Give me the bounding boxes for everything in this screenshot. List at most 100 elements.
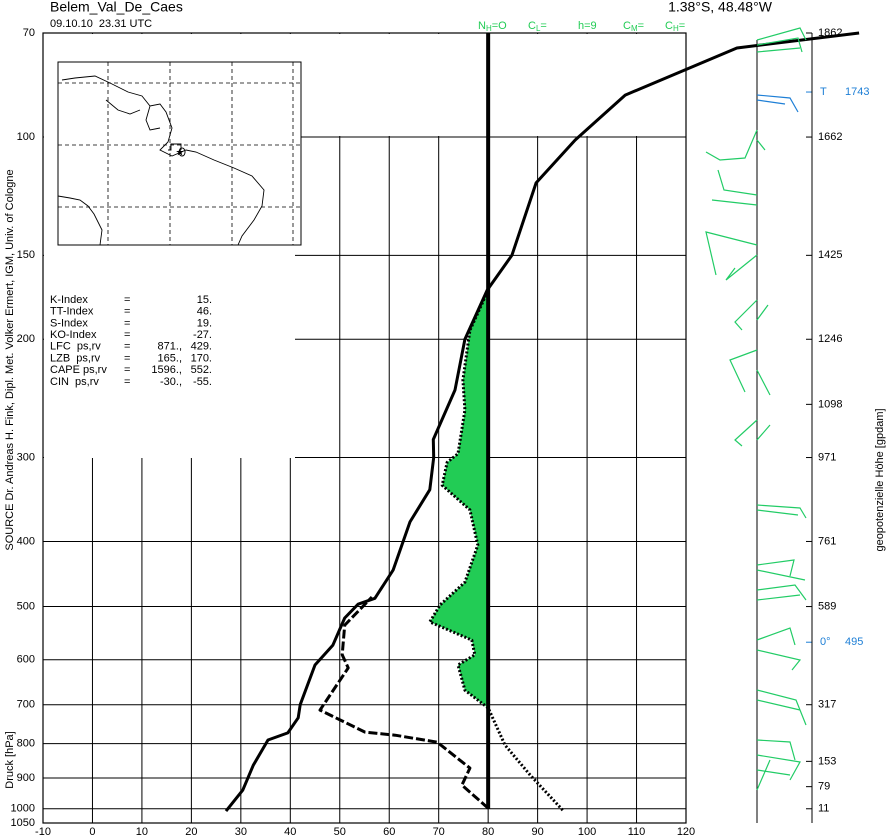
cloud-label-part: H [673, 24, 679, 33]
index-label: CIN ps,rv [50, 376, 99, 388]
index-label: LZB ps,rv [50, 352, 101, 364]
cloud-label-part: N [478, 20, 486, 32]
x-tick-label: 70 [433, 826, 445, 838]
index-value: -55. [193, 376, 212, 388]
station-symbol [168, 143, 186, 157]
index-sep: = [124, 364, 130, 376]
index-sep: = [124, 341, 130, 353]
height-label: 11 [818, 803, 829, 815]
height-marker: T [820, 86, 827, 98]
y-tick-label: 600 [17, 654, 35, 666]
sounding-line [224, 31, 860, 813]
index-sep: = [124, 376, 130, 388]
y-tick-label: 900 [17, 772, 35, 784]
cloud-label: CM= [623, 20, 644, 33]
cloud-label-part: L [536, 24, 541, 33]
index-value: 19. [197, 317, 212, 329]
index-sep: = [124, 317, 130, 329]
index-label: LFC ps,rv [50, 341, 101, 353]
x-tick-label: -10 [35, 826, 51, 838]
index-sep: = [124, 329, 130, 341]
cloud-label-part: = [679, 20, 685, 32]
index-value: 429. [191, 341, 212, 353]
station-star: ★ [176, 148, 185, 159]
x-tick-label: 20 [185, 826, 197, 838]
y-tick-label: 300 [17, 451, 35, 463]
cloud-label-part: = [638, 20, 644, 32]
y-tick-label: 200 [17, 333, 35, 345]
index-label: TT-Index [50, 306, 94, 318]
index-value: -30., [160, 376, 182, 388]
index-value: 871., [158, 341, 182, 353]
height-label: 1246 [818, 333, 842, 345]
height-label: 1662 [818, 131, 842, 143]
index-label: S-Index [50, 317, 88, 329]
cloud-label-part: =O [492, 20, 507, 32]
height-label: 495 [845, 636, 863, 648]
x-tick-label: 80 [482, 826, 494, 838]
y-tick-label: 1000 [11, 803, 35, 815]
cloud-label-part: H [486, 24, 492, 33]
sounding-line [318, 596, 490, 810]
text-layer: Belem_Val_De_Caes 09.10.10 23.31 UTC 1.3… [4, 0, 886, 838]
y-tick-label: 100 [17, 131, 35, 143]
index-value: 552. [191, 364, 212, 376]
x-tick-label: 40 [284, 826, 296, 838]
index-sep: = [124, 306, 130, 318]
x-tick-label: 100 [578, 826, 596, 838]
height-label: 1743 [845, 86, 869, 98]
index-sep: = [124, 294, 130, 306]
index-value: 165., [158, 352, 182, 364]
x-tick-label: 50 [334, 826, 346, 838]
y-tick-label: 400 [17, 535, 35, 547]
x-tick-label: 0 [89, 826, 95, 838]
x-tick-label: 30 [235, 826, 247, 838]
y-tick-label: 150 [17, 249, 35, 261]
coastline [57, 75, 265, 246]
sounding-line [428, 289, 564, 812]
height-label: 589 [818, 600, 836, 612]
y-axis-label: Druck [hPa] [4, 731, 16, 788]
cloud-label-part: = [540, 20, 546, 32]
index-label: KO-Index [50, 329, 97, 341]
x-tick-label: 120 [677, 826, 695, 838]
height-label: 1098 [818, 398, 842, 410]
height-label: 79 [818, 781, 830, 793]
map-graticule [58, 62, 301, 245]
y-tick-label: 700 [17, 699, 35, 711]
cloud-label-part: h=9 [578, 20, 597, 32]
chart-subtitle: 09.10.10 23.31 UTC [50, 18, 152, 30]
y-tick-label: 70 [23, 27, 35, 39]
data-layer [224, 31, 860, 813]
index-label: CAPE ps,rv [50, 364, 107, 376]
y2-axis-label: geopotenzielle Höhe [gpdam] [874, 408, 886, 551]
height-label: 1862 [818, 27, 842, 39]
index-value: 1596., [151, 364, 182, 376]
y-tick-label: 1050 [11, 817, 35, 829]
x-tick-label: 90 [531, 826, 543, 838]
index-value: 15. [197, 294, 212, 306]
cloud-label-part: C [623, 20, 631, 32]
cloud-label-part: C [528, 20, 536, 32]
height-label: 153 [818, 755, 836, 767]
cape-area [429, 290, 489, 709]
cloud-label: NH=O [478, 20, 507, 33]
chart-title: Belem_Val_De_Caes [50, 0, 183, 15]
cloud-label: CH= [665, 20, 685, 33]
index-label: K-Index [50, 294, 88, 306]
x-tick-label: 110 [628, 826, 646, 838]
plot-frame [42, 32, 687, 824]
cloud-label: h=9 [578, 20, 597, 32]
y-tick-label: 800 [17, 738, 35, 750]
height-label: 971 [818, 451, 836, 463]
index-sep: = [124, 352, 130, 364]
inset-map: ★ [57, 61, 302, 246]
height-label: 1425 [818, 249, 842, 261]
height-label: 761 [818, 535, 836, 547]
cloud-label-part: C [665, 20, 673, 32]
height-label: 317 [818, 699, 836, 711]
index-value: -27. [193, 329, 212, 341]
cloud-label: CL= [528, 20, 547, 33]
y-tick-label: 500 [17, 600, 35, 612]
